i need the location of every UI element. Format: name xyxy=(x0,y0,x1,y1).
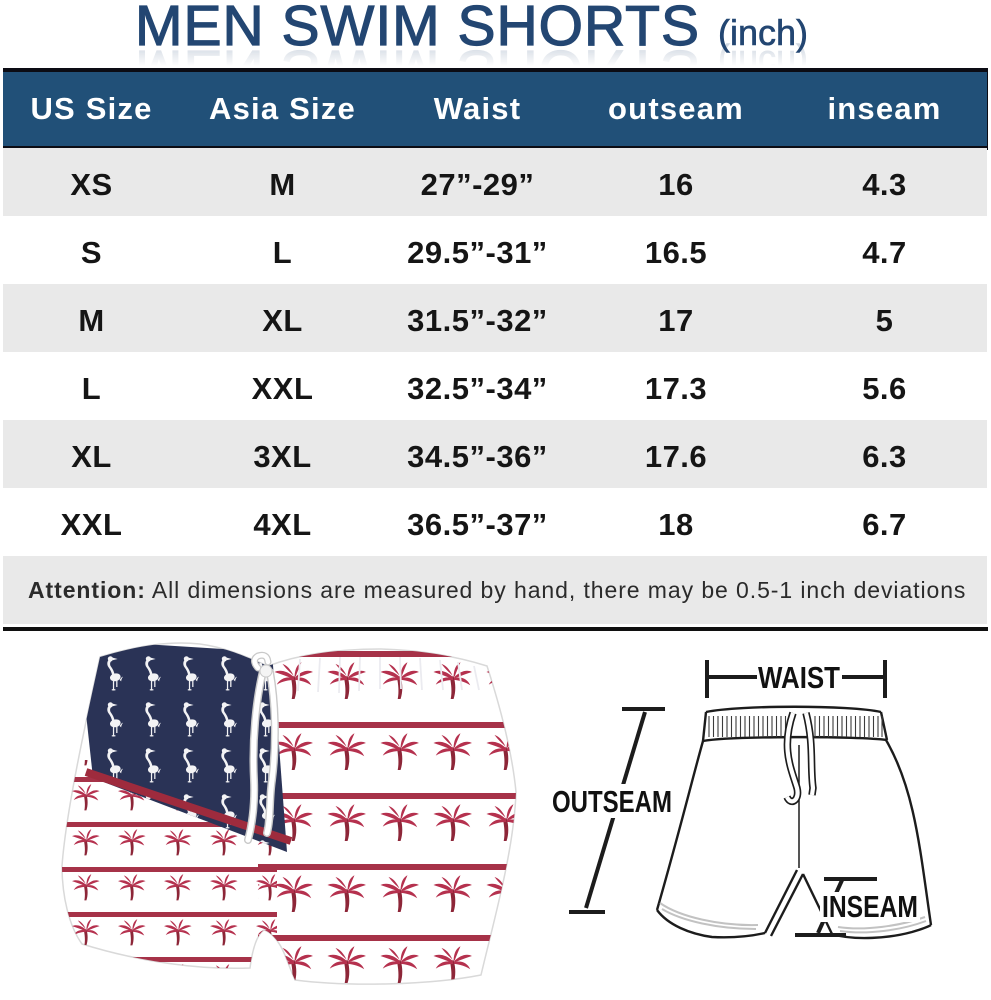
svg-text:OUTSEAM: OUTSEAM xyxy=(552,784,672,819)
svg-text:WAIST: WAIST xyxy=(758,660,840,695)
svg-text:INSEAM: INSEAM xyxy=(822,889,918,924)
